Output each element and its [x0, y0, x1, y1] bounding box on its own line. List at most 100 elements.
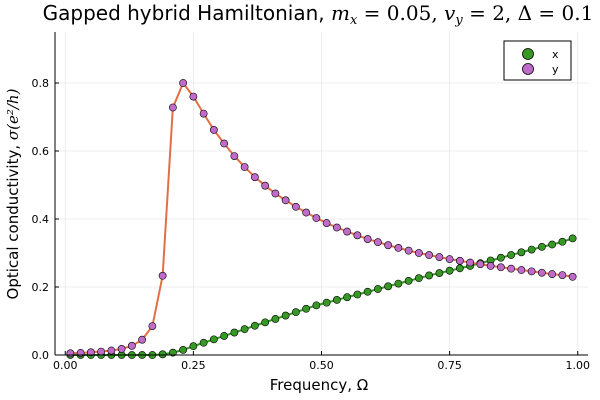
data-point-y [138, 335, 147, 344]
data-point-y [527, 267, 536, 276]
data-point-x [394, 279, 403, 288]
data-point-y [496, 263, 505, 272]
data-point-x [230, 328, 239, 337]
chart-title-mx-sub: x [350, 13, 358, 28]
data-point-x [363, 287, 372, 296]
data-point-y [302, 208, 311, 217]
data-point-y [486, 262, 495, 270]
y-tick-label: 0.8 [32, 77, 50, 90]
legend: x y [503, 40, 572, 81]
data-point-x [373, 285, 382, 293]
x-tick-label: 1.00 [566, 359, 591, 372]
data-point-x [189, 342, 198, 351]
data-point-x [455, 264, 464, 273]
data-point-y [86, 348, 95, 357]
y-tick-label: 0.0 [32, 349, 50, 362]
data-point-x [261, 318, 270, 327]
data-point-y [466, 258, 475, 267]
data-point-x [240, 325, 249, 334]
data-point-x [445, 266, 454, 275]
data-point-x [199, 338, 208, 347]
data-point-x [291, 308, 300, 317]
data-point-y [281, 196, 290, 205]
chart-title-vy-sub: y [454, 13, 463, 28]
data-point-y [548, 270, 557, 278]
data-point-y [199, 109, 208, 118]
x-ticks: 0.00 0.25 0.50 0.75 1.00 [53, 351, 590, 372]
data-point-x [343, 293, 352, 302]
data-point-y [343, 227, 352, 236]
data-point-y [455, 256, 464, 265]
data-point-x [558, 237, 567, 246]
chart-title-mx-value: = 0.05, [357, 1, 444, 25]
data-point-x [332, 296, 341, 304]
series-points [66, 79, 577, 359]
data-point-y [158, 271, 167, 280]
data-point-x [312, 301, 321, 310]
data-point-y [332, 223, 341, 232]
data-point-y [394, 243, 403, 252]
y-axis-label-unit: σ(e²/h) [4, 88, 22, 140]
data-point-y [107, 346, 116, 355]
chart-title: Gapped hybrid Hamiltonian, mx = 0.05, vy… [43, 1, 594, 28]
data-point-x [209, 335, 218, 344]
chart-title-plain: Gapped hybrid Hamiltonian, [43, 1, 331, 25]
data-point-y [445, 255, 454, 264]
data-point-y [537, 268, 546, 277]
data-point-y [517, 266, 526, 274]
data-point-x [353, 290, 362, 299]
data-point-x [537, 242, 546, 251]
data-point-y [312, 214, 321, 222]
y-tick-label: 0.6 [32, 145, 50, 158]
data-point-x [517, 248, 526, 257]
data-point-x [302, 304, 311, 313]
data-point-x [548, 240, 557, 249]
data-point-y [179, 79, 188, 87]
data-point-y [271, 189, 280, 198]
data-point-x [568, 234, 577, 243]
data-point-x [496, 253, 505, 262]
data-point-x [158, 350, 167, 359]
data-point-y [189, 92, 198, 101]
data-point-y [117, 344, 126, 353]
data-point-y [558, 271, 567, 279]
grid [55, 32, 588, 356]
chart-title-vy-value: = 2, Δ = 0.1 [463, 1, 594, 25]
y-axis-label-text: Optical conductivity, [4, 140, 22, 299]
data-point-y [240, 163, 249, 171]
data-point-x [414, 274, 423, 283]
data-point-x [179, 345, 188, 354]
y-axis-label: Optical conductivity, σ(e²/h) [4, 88, 22, 299]
data-point-y [220, 139, 229, 148]
data-point-y [168, 103, 177, 112]
data-point-x [168, 348, 177, 357]
data-point-y [291, 202, 300, 211]
data-point-x [271, 315, 280, 323]
data-point-y [250, 173, 259, 182]
data-point-y [363, 235, 372, 243]
x-tick-label: 0.25 [181, 359, 206, 372]
x-axis-label: Frequency, Ω [270, 376, 369, 394]
data-point-y [97, 347, 106, 356]
legend-marker-x [522, 48, 534, 60]
data-point-x [250, 321, 259, 330]
data-point-y [404, 246, 413, 255]
data-point-x [425, 271, 434, 280]
x-tick-label: 0.50 [309, 359, 334, 372]
chart-title-mx: m [331, 1, 350, 25]
y-tick-label: 0.4 [32, 213, 50, 226]
data-point-y [148, 322, 157, 330]
data-point-x [404, 276, 413, 285]
y-tick-label: 0.2 [32, 281, 50, 294]
legend-label-x: x [552, 48, 559, 61]
data-point-y [568, 272, 577, 281]
data-point-y [507, 264, 516, 273]
data-point-x [384, 282, 393, 291]
data-point-y [435, 253, 444, 261]
y-ticks: 0.0 0.2 0.4 0.6 0.8 [32, 77, 59, 362]
data-point-y [384, 241, 393, 250]
x-tick-label: 0.75 [437, 359, 462, 372]
data-point-y [425, 251, 434, 259]
